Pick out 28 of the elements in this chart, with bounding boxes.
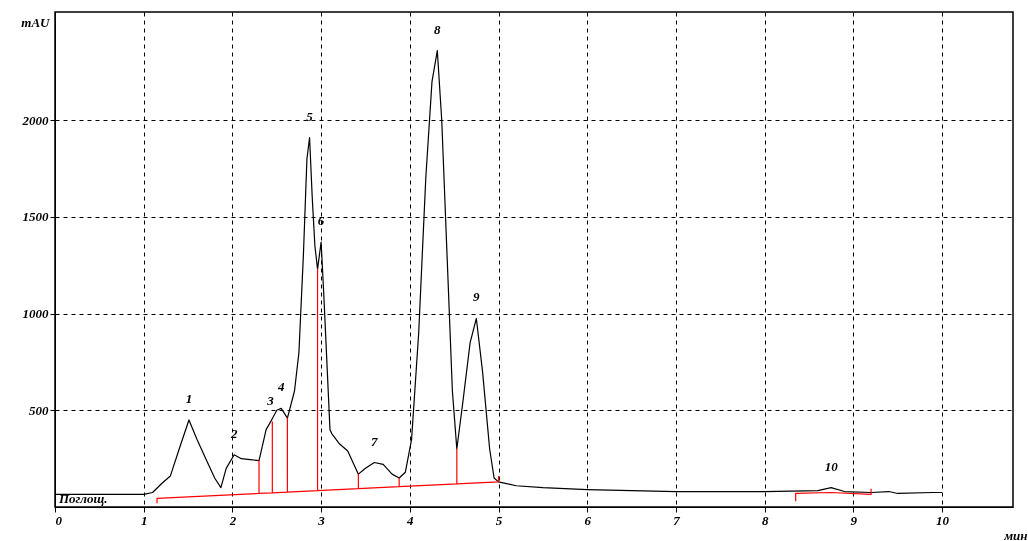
annotation: 8 — [434, 21, 442, 37]
annotation: 7 — [371, 433, 379, 449]
y-tick-label: 500 — [29, 402, 49, 418]
x-tick-label: 10 — [936, 512, 950, 528]
x-tick-label: 0 — [55, 512, 63, 528]
x-tick-label: 4 — [406, 512, 415, 528]
annotation: 9 — [473, 289, 481, 305]
annotation: 5 — [306, 108, 314, 124]
x-tick-label: 6 — [584, 512, 592, 528]
x-axis-title: мин — [1003, 527, 1028, 541]
annotation: 1 — [185, 390, 193, 406]
x-tick-label: 9 — [850, 512, 858, 528]
line-series — [156, 268, 500, 504]
x-tick-label: 7 — [673, 512, 681, 528]
line-series — [795, 488, 872, 502]
y-tick-label: 2000 — [21, 112, 49, 128]
x-tick-label: 2 — [228, 512, 237, 528]
x-tick-label: 3 — [317, 512, 326, 528]
x-tick-label: 5 — [495, 512, 503, 528]
annotation: Поглощ. — [58, 491, 108, 506]
y-tick-label: 1000 — [22, 306, 49, 322]
x-tick-label: 1 — [140, 512, 148, 528]
y-axis-title: mAU — [21, 14, 51, 30]
annotation: 10 — [824, 458, 839, 474]
annotation: 3 — [266, 392, 275, 408]
y-tick-label: 1500 — [22, 209, 49, 225]
annotation: 4 — [276, 379, 285, 395]
x-tick-label: 8 — [761, 512, 769, 528]
